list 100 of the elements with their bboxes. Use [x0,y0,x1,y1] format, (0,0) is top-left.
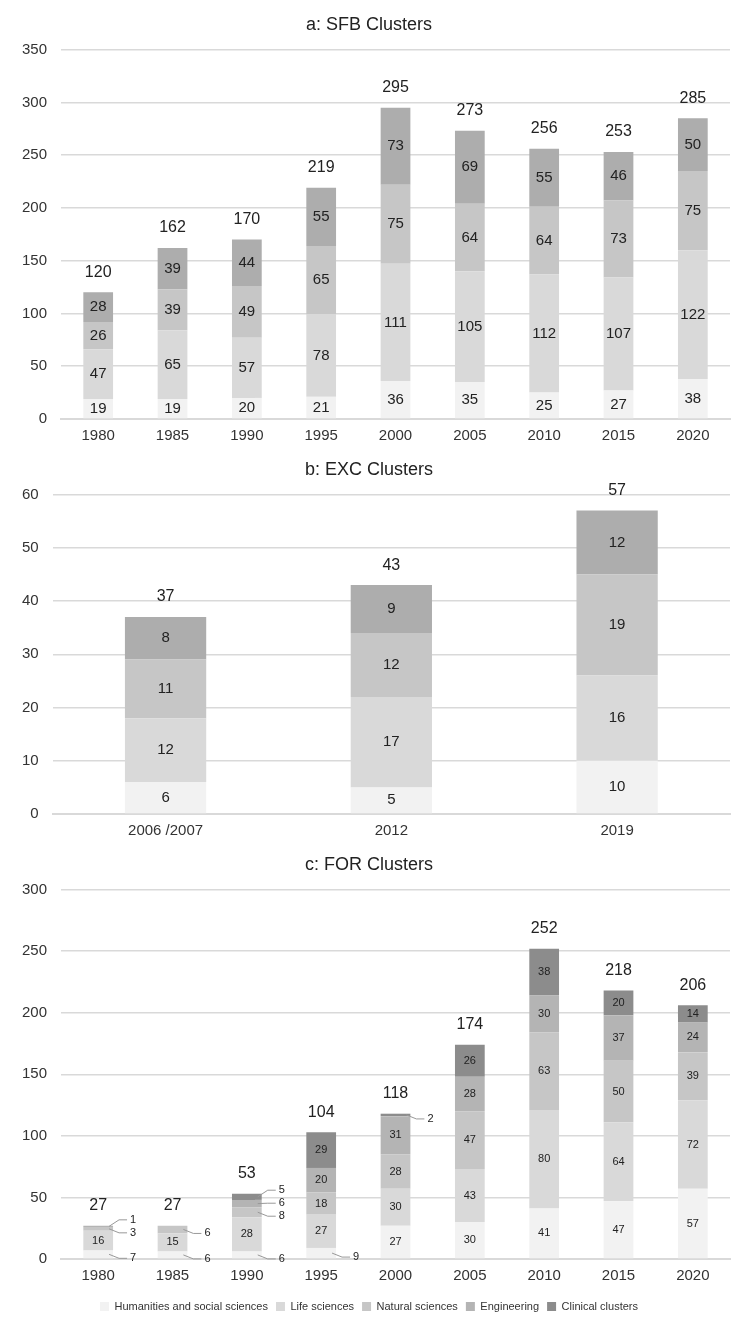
data-label: 37 [612,1031,625,1044]
data-label: 10 [608,777,626,795]
y-tick-label: 30 [22,644,39,662]
data-label: 63 [538,1064,551,1077]
data-label: 30 [538,1007,551,1019]
total-label: 295 [382,78,409,96]
bar [603,1060,634,1123]
data-label: 28 [89,297,107,315]
total-label: 27 [163,1196,182,1214]
bar [380,1154,411,1189]
data-label: 75 [684,200,702,218]
data-label: 20 [612,995,625,1008]
bar [83,292,114,322]
bar [454,1076,485,1112]
y-tick-label: 100 [22,1126,48,1144]
bar [454,1044,485,1077]
data-label: 69 [461,157,479,175]
y-tick-label: 200 [22,1002,48,1020]
data-label: 3 [130,1225,137,1238]
bar [677,1188,708,1259]
data-label: 19 [164,398,181,416]
x-tick-label: 2020 [676,426,710,444]
bar [677,1005,708,1023]
x-tick-label: 2005 [453,426,487,444]
data-label: 55 [312,207,330,225]
x-tick-label: 2010 [527,426,561,444]
total-label: 256 [530,119,558,137]
y-tick-label: 50 [30,1187,48,1205]
data-label: 6 [204,1251,211,1264]
x-tick-label: 1995 [304,426,338,444]
data-label: 36 [387,389,404,407]
x-tick-label: 1990 [230,426,264,444]
bar [380,1225,411,1259]
data-label: 47 [89,364,107,382]
bar [576,574,658,676]
legend-label: Life sciences [290,1299,355,1312]
bar [380,1116,411,1155]
data-label: 50 [612,1084,625,1097]
y-tick-label: 200 [22,198,48,216]
y-tick-label: 250 [22,145,48,163]
data-label: 15 [166,1235,179,1248]
bar [306,245,337,315]
data-label: 16 [608,708,626,726]
data-label: 107 [605,324,632,342]
legend-label: Clinical clusters [561,1299,639,1312]
bar [677,378,708,419]
data-label: 6 [204,1226,211,1239]
data-label: 65 [164,354,181,372]
x-tick-label: 2015 [601,1266,636,1284]
total-label: 27 [89,1196,108,1214]
bar [529,1032,560,1111]
bar [454,1111,485,1170]
bar [306,187,337,246]
total-label: 118 [382,1084,409,1102]
data-label: 9 [353,1250,360,1263]
data-label: 7 [130,1251,137,1264]
bar [529,948,560,996]
x-tick-label: 2006 /2007 [128,821,204,839]
bar [124,659,207,719]
bar [350,787,432,814]
x-tick-label: 1980 [81,426,115,444]
y-tick-label: 50 [30,356,48,374]
data-label: 17 [383,732,400,750]
bar [83,1226,114,1231]
total-label: 120 [84,262,112,280]
bar [576,760,658,814]
data-label: 8 [161,628,170,646]
data-label: 1 [130,1212,137,1225]
data-label: 5 [278,1183,285,1196]
data-label: 65 [312,270,330,288]
x-tick-label: 2000 [378,426,413,444]
total-label: 162 [159,218,186,236]
bar [380,107,411,185]
legend-label: Natural sciences [376,1299,459,1312]
data-label: 122 [680,304,706,322]
data-label: 18 [315,1196,328,1209]
data-label: 47 [463,1133,476,1146]
data-label: 44 [238,252,256,270]
data-label: 16 [92,1233,105,1246]
x-tick-label: 1990 [230,1266,264,1284]
bar [231,1199,262,1208]
y-tick-label: 0 [30,804,39,822]
total-label: 104 [307,1102,335,1120]
bar [157,1225,188,1234]
bar [157,1233,188,1252]
legend-label: Engineering [480,1299,540,1312]
y-tick-label: 300 [22,92,48,110]
bar [306,1214,337,1248]
total-label: 53 [237,1164,256,1182]
data-label: 112 [532,323,557,341]
data-label: 28 [389,1164,402,1177]
total-label: 170 [233,209,261,227]
bar [529,148,560,207]
x-tick-label: 1995 [304,1266,338,1284]
data-label: 30 [463,1233,476,1246]
data-label: 6 [161,787,170,805]
data-label: 5 [387,790,396,808]
y-tick-label: 60 [22,484,39,502]
y-tick-label: 150 [22,1064,48,1082]
y-tick-label: 0 [38,409,48,427]
